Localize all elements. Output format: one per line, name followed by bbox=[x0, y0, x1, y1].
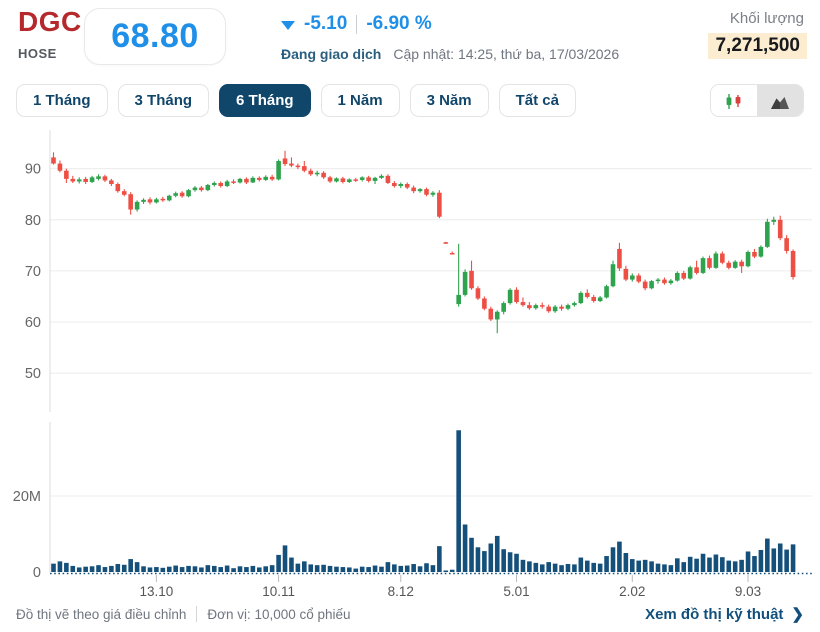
volume-y-axis-label: 20M bbox=[13, 489, 41, 505]
note-divider bbox=[196, 606, 198, 622]
area-chart-button[interactable] bbox=[757, 85, 803, 116]
current-price-box: 68.80 bbox=[84, 8, 226, 65]
price-change: -5.10 bbox=[304, 13, 348, 34]
range-button-6[interactable]: Tất cả bbox=[498, 84, 576, 117]
price-chart[interactable]: 90 80 70 60 50 bbox=[0, 130, 820, 418]
x-axis-label: 2.02 bbox=[619, 584, 645, 599]
range-button-5[interactable]: 3 Năm bbox=[409, 84, 489, 117]
candlestick-chart-button[interactable] bbox=[711, 85, 757, 116]
volume-label: Khối lượng bbox=[729, 10, 804, 27]
candlestick-icon bbox=[726, 93, 741, 109]
price-change-row: -5.10 -6.90 % bbox=[281, 13, 432, 35]
price-change-percent: -6.90 % bbox=[366, 13, 432, 34]
range-button-3[interactable]: 6 Tháng bbox=[219, 84, 311, 117]
note-unit: Đơn vị: 10,000 cổ phiếu bbox=[207, 606, 351, 622]
status-row: Đang giao dịch Cập nhật: 14:25, thứ ba, … bbox=[281, 46, 619, 62]
x-axis-label: 10.11 bbox=[262, 584, 295, 599]
x-axis-label: 5.01 bbox=[503, 584, 529, 599]
volume-chart[interactable]: 20M 0 13.10 10.11 8.12 5.01 2.02 9.03 bbox=[0, 422, 820, 600]
change-divider bbox=[356, 14, 358, 34]
toolbar: 1 Tháng 3 Tháng 6 Tháng 1 Năm 3 Năm Tất cả bbox=[0, 84, 820, 118]
x-axis-label: 13.10 bbox=[139, 584, 173, 599]
last-updated: Cập nhật: 14:25, thứ ba, 17/03/2026 bbox=[393, 46, 620, 62]
range-button-1[interactable]: 1 Tháng bbox=[16, 84, 108, 117]
volume-y-axis-label: 0 bbox=[33, 565, 41, 581]
chart-type-toggle bbox=[710, 84, 804, 117]
technical-chart-link[interactable]: Xem đồ thị kỹ thuật ❯ bbox=[645, 605, 804, 624]
ticker-symbol: DGC bbox=[18, 6, 82, 37]
header: DGC HOSE 68.80 -5.10 -6.90 % Đang giao d… bbox=[0, 0, 820, 78]
current-price: 68.80 bbox=[111, 17, 199, 55]
range-buttons: 1 Tháng 3 Tháng 6 Tháng 1 Năm 3 Năm Tất cả bbox=[16, 84, 576, 117]
chart-notes: Đồ thị vẽ theo giá điều chỉnh Đơn vị: 10… bbox=[16, 606, 351, 622]
volume-value: 7,271,500 bbox=[708, 33, 807, 59]
triangle-down-icon bbox=[281, 20, 295, 30]
x-axis-label: 8.12 bbox=[388, 584, 414, 599]
price-y-axis-label: 90 bbox=[25, 162, 41, 178]
price-y-axis-label: 70 bbox=[25, 264, 41, 280]
chevron-right-icon: ❯ bbox=[791, 606, 804, 623]
exchange-label: HOSE bbox=[18, 46, 57, 61]
x-axis-label: 9.03 bbox=[735, 584, 761, 599]
range-button-4[interactable]: 1 Năm bbox=[320, 84, 400, 117]
technical-chart-link-label: Xem đồ thị kỹ thuật bbox=[645, 605, 784, 623]
trading-status: Đang giao dịch bbox=[281, 46, 382, 62]
mountain-area-icon bbox=[771, 96, 789, 109]
price-y-axis-label: 50 bbox=[25, 366, 41, 382]
price-y-axis-label: 60 bbox=[25, 315, 41, 331]
price-y-axis-label: 80 bbox=[25, 213, 41, 229]
note-adjusted-price: Đồ thị vẽ theo giá điều chỉnh bbox=[16, 606, 187, 622]
range-button-2[interactable]: 3 Tháng bbox=[117, 84, 210, 117]
footer: Đồ thị vẽ theo giá điều chỉnh Đơn vị: 10… bbox=[0, 600, 820, 628]
